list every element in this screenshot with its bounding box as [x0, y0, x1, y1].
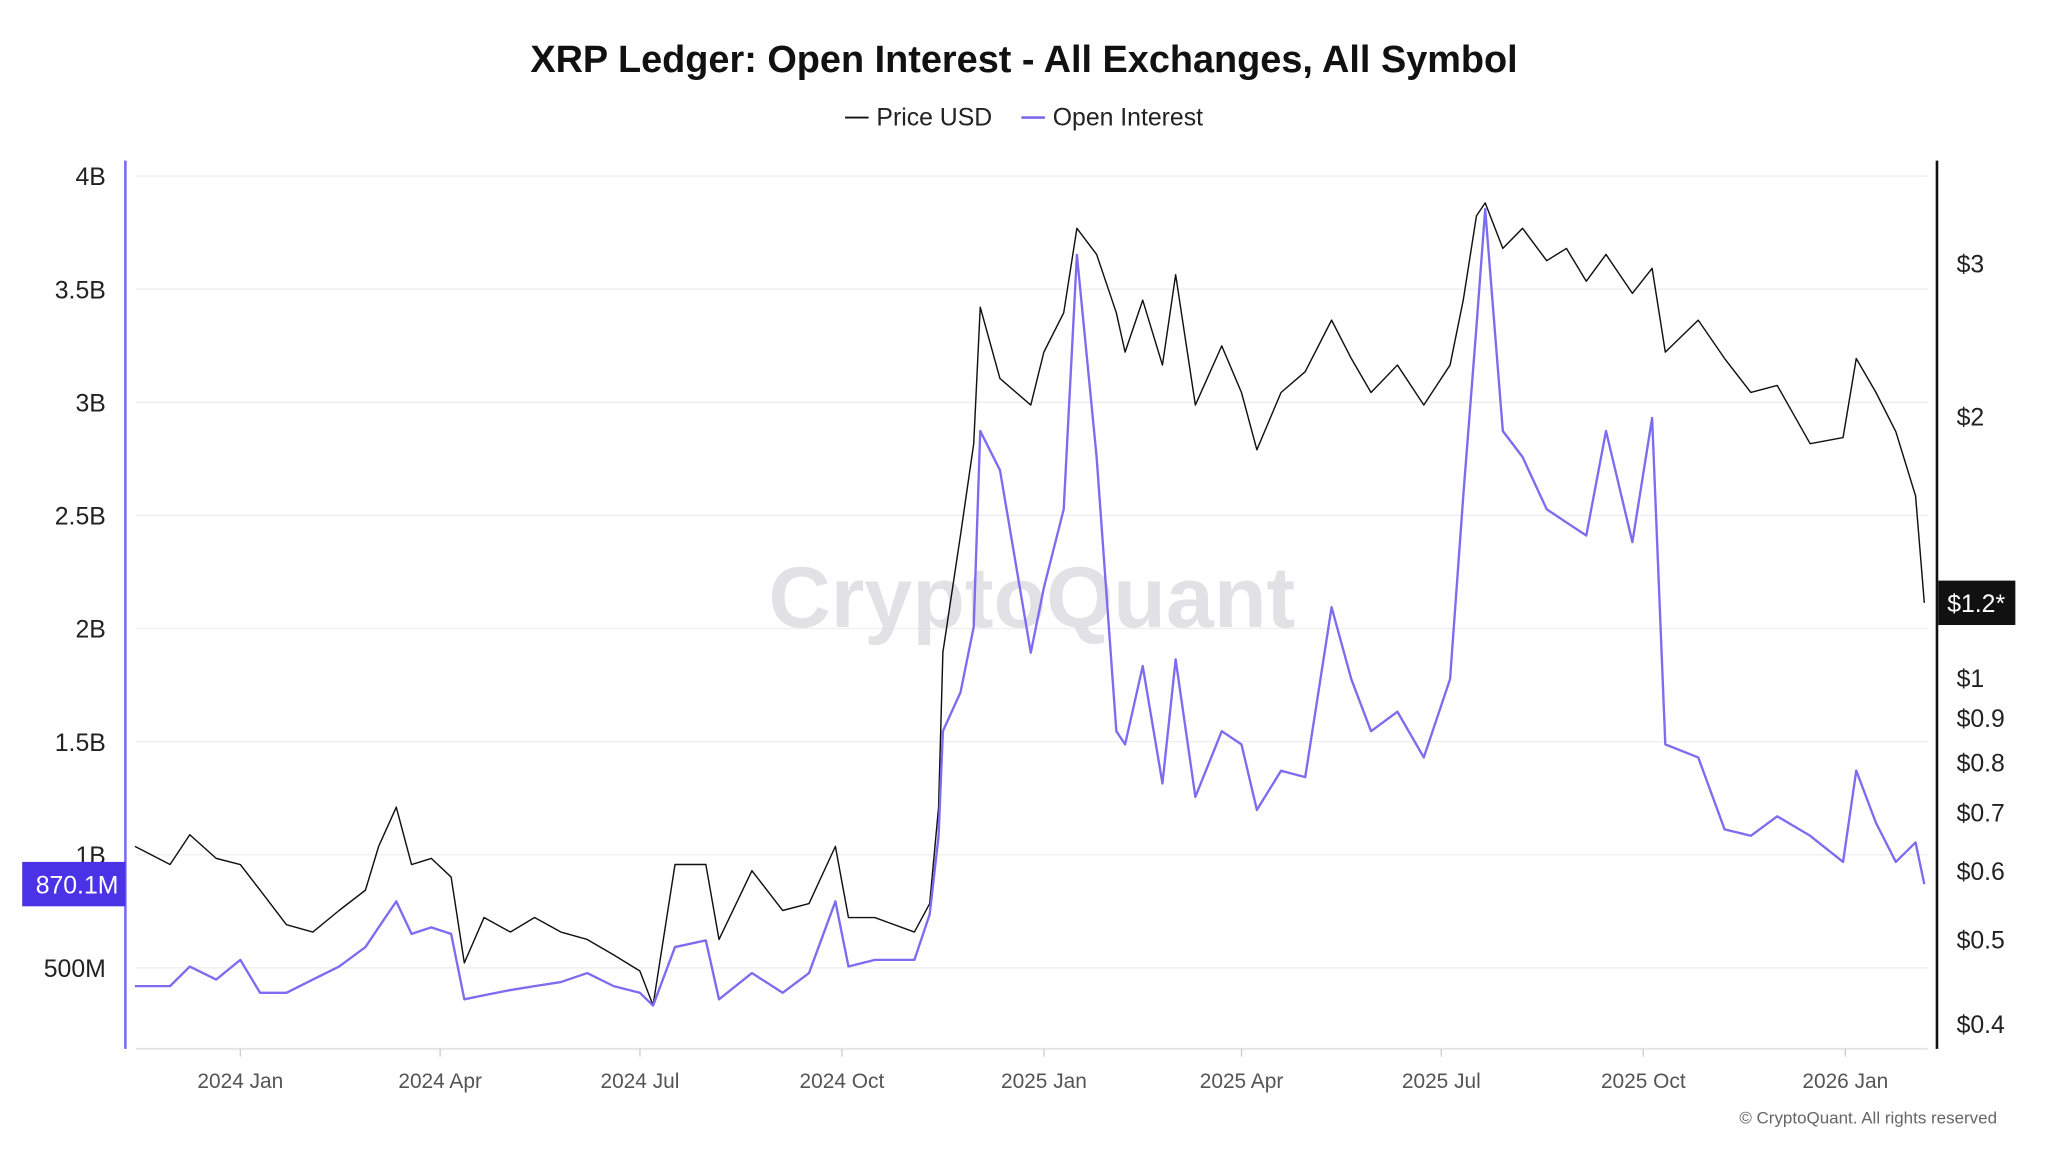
right-axis-tick-label: $2 — [1957, 404, 1985, 431]
legend: Price USD Open Interest — [845, 104, 1203, 131]
left-axis-tick-label: 1.5B — [55, 730, 106, 757]
left-axis-tick-label: 2B — [75, 617, 105, 644]
legend-label-open-interest: Open Interest — [1053, 104, 1203, 131]
right-axis-tick-label: $0.4 — [1957, 1012, 2005, 1039]
x-axis-tick-label: 2026 Jan — [1802, 1070, 1888, 1093]
x-axis-tick-label: 2024 Jul — [600, 1070, 679, 1093]
x-axis-tick-label: 2025 Apr — [1200, 1070, 1284, 1093]
left-axis-tick-label: 500M — [44, 956, 106, 983]
chart-title: XRP Ledger: Open Interest - All Exchange… — [530, 39, 1517, 81]
right-axis-tick-label: $3 — [1957, 251, 1985, 278]
copyright: © CryptoQuant. All rights reserved — [1739, 1108, 1997, 1127]
price-current-value: $1.2* — [1947, 591, 2005, 618]
price-usd-line — [134, 202, 1926, 1007]
x-axis-tick-label: 2024 Apr — [398, 1070, 482, 1093]
left-axis-tick-label: 3B — [75, 390, 105, 417]
series-lines — [134, 202, 1926, 1007]
right-axis-tick-label: $0.8 — [1957, 750, 2005, 777]
legend-label-price: Price USD — [876, 104, 992, 131]
right-axis-tick-label: $1 — [1957, 666, 1985, 693]
left-axis-tick-label: 3.5B — [55, 277, 106, 304]
current-value-badges: 870.1M $1.2* — [22, 580, 2016, 907]
x-axis-ticks: 2024 Jan 2024 Apr 2024 Jul 2024 Oct 2025 Jan… — [197, 1048, 1888, 1093]
open-interest-current-badge — [22, 861, 126, 907]
x-axis-tick-label: 2025 Jul — [1402, 1070, 1481, 1093]
x-axis-tick-label: 2025 Oct — [1601, 1070, 1686, 1093]
right-axis-tick-label: $0.7 — [1957, 801, 2005, 828]
left-axis-tick-label: 2.5B — [55, 504, 106, 531]
legend-item-open-interest[interactable]: Open Interest — [1021, 104, 1203, 131]
x-axis-tick-label: 2025 Jan — [1001, 1070, 1087, 1093]
left-axis-tick-label: 4B — [75, 164, 105, 191]
right-axis-tick-label: $0.9 — [1957, 706, 2005, 733]
right-axis-ticks: $3 $2 $1 $0.9 $0.8 $0.7 $0.6 $0.5 $0.4 — [1957, 251, 2005, 1039]
watermark: CryptoQuant — [768, 550, 1295, 646]
right-axis-tick-label: $0.6 — [1957, 859, 2005, 886]
right-axis-tick-label: $0.5 — [1957, 928, 2005, 955]
open-interest-current-value: 870.1M — [36, 872, 119, 899]
x-axis-tick-label: 2024 Jan — [197, 1070, 283, 1093]
price-current-badge — [1938, 580, 2016, 626]
legend-item-price[interactable]: Price USD — [845, 104, 992, 131]
open-interest-line — [134, 207, 1926, 1007]
x-axis-tick-label: 2024 Oct — [800, 1070, 885, 1093]
